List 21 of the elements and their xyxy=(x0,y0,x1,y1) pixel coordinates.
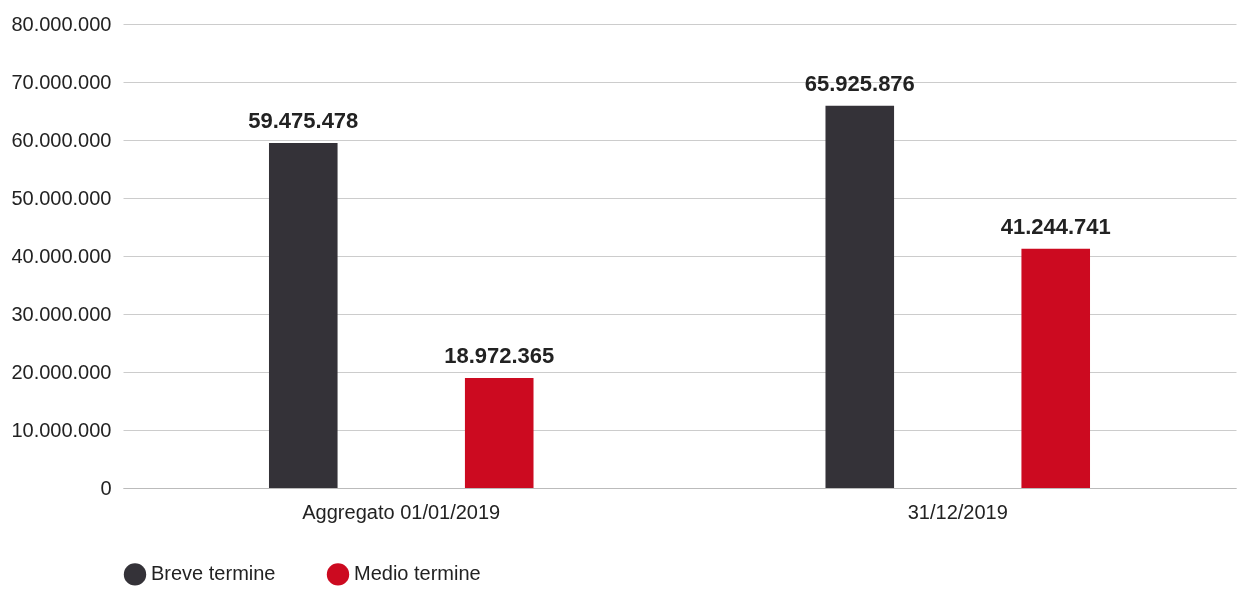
x-tick-label: Aggregato 01/01/2019 xyxy=(302,500,501,523)
bar xyxy=(825,105,895,488)
data-label: 59.475.478 xyxy=(248,108,359,134)
y-tick-label: 30.000.000 xyxy=(11,302,112,325)
y-tick-label: 20.000.000 xyxy=(11,360,112,383)
y-tick-label: 0 xyxy=(100,476,112,499)
y-tick-label: 60.000.000 xyxy=(11,128,112,151)
legend-label: Breve termine xyxy=(151,562,276,585)
x-tick-label: 31/12/2019 xyxy=(907,500,1008,523)
legend-label: Medio termine xyxy=(354,562,481,585)
data-label: 65.925.876 xyxy=(804,70,915,96)
bar xyxy=(268,143,338,488)
y-tick-label: 50.000.000 xyxy=(11,186,112,209)
bar xyxy=(464,377,534,488)
y-tick-label: 40.000.000 xyxy=(11,244,112,267)
y-tick-label: 10.000.000 xyxy=(11,418,112,441)
data-label: 41.244.741 xyxy=(1000,213,1111,239)
bar xyxy=(1021,248,1091,488)
y-tick-label: 80.000.000 xyxy=(11,12,112,35)
y-tick-label: 70.000.000 xyxy=(11,70,112,93)
data-label: 18.972.365 xyxy=(444,342,555,368)
